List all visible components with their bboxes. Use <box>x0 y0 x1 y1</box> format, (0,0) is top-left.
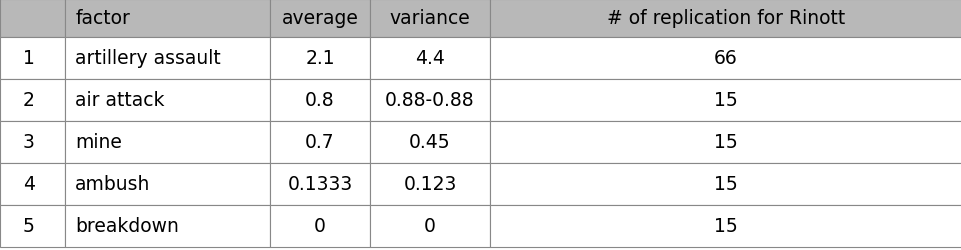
Bar <box>0 122 65 163</box>
Text: 4: 4 <box>23 175 35 194</box>
Text: 0.7: 0.7 <box>305 133 334 152</box>
Text: air attack: air attack <box>75 91 164 110</box>
Text: # of replication for Rinott: # of replication for Rinott <box>606 10 845 29</box>
Bar <box>270 80 370 122</box>
Bar <box>65 0 270 38</box>
Text: 15: 15 <box>713 91 737 110</box>
Bar <box>270 163 370 205</box>
Bar <box>270 0 370 38</box>
Text: 0: 0 <box>313 217 326 236</box>
Text: variance: variance <box>389 10 470 29</box>
Bar <box>370 80 489 122</box>
Bar <box>0 0 65 38</box>
Text: ambush: ambush <box>75 175 151 194</box>
Text: 0.45: 0.45 <box>408 133 451 152</box>
Bar <box>0 80 65 122</box>
Text: 5: 5 <box>23 217 35 236</box>
Bar <box>270 122 370 163</box>
Bar <box>370 38 489 80</box>
Bar <box>270 205 370 247</box>
Text: 0.1333: 0.1333 <box>287 175 353 194</box>
Text: factor: factor <box>75 10 130 29</box>
Text: mine: mine <box>75 133 122 152</box>
Text: 15: 15 <box>713 133 737 152</box>
Text: 0: 0 <box>424 217 435 236</box>
Bar <box>370 205 489 247</box>
Text: 2: 2 <box>23 91 35 110</box>
Bar <box>65 163 270 205</box>
Text: 3: 3 <box>23 133 35 152</box>
Bar <box>489 122 961 163</box>
Text: breakdown: breakdown <box>75 217 179 236</box>
Text: 0.88-0.88: 0.88-0.88 <box>384 91 475 110</box>
Text: average: average <box>282 10 358 29</box>
Text: 15: 15 <box>713 175 737 194</box>
Text: artillery assault: artillery assault <box>75 49 221 68</box>
Text: 0.8: 0.8 <box>305 91 334 110</box>
Text: 0.123: 0.123 <box>403 175 456 194</box>
Bar <box>489 38 961 80</box>
Bar <box>65 205 270 247</box>
Bar <box>489 205 961 247</box>
Bar <box>65 122 270 163</box>
Bar <box>489 80 961 122</box>
Text: 2.1: 2.1 <box>305 49 334 68</box>
Bar <box>370 0 489 38</box>
Bar <box>0 38 65 80</box>
Bar <box>65 80 270 122</box>
Text: 15: 15 <box>713 217 737 236</box>
Bar <box>0 163 65 205</box>
Bar <box>370 122 489 163</box>
Bar <box>370 163 489 205</box>
Text: 1: 1 <box>23 49 35 68</box>
Text: 4.4: 4.4 <box>414 49 445 68</box>
Bar <box>270 38 370 80</box>
Bar <box>489 0 961 38</box>
Bar <box>489 163 961 205</box>
Bar <box>0 205 65 247</box>
Text: 66: 66 <box>713 49 737 68</box>
Bar <box>65 38 270 80</box>
